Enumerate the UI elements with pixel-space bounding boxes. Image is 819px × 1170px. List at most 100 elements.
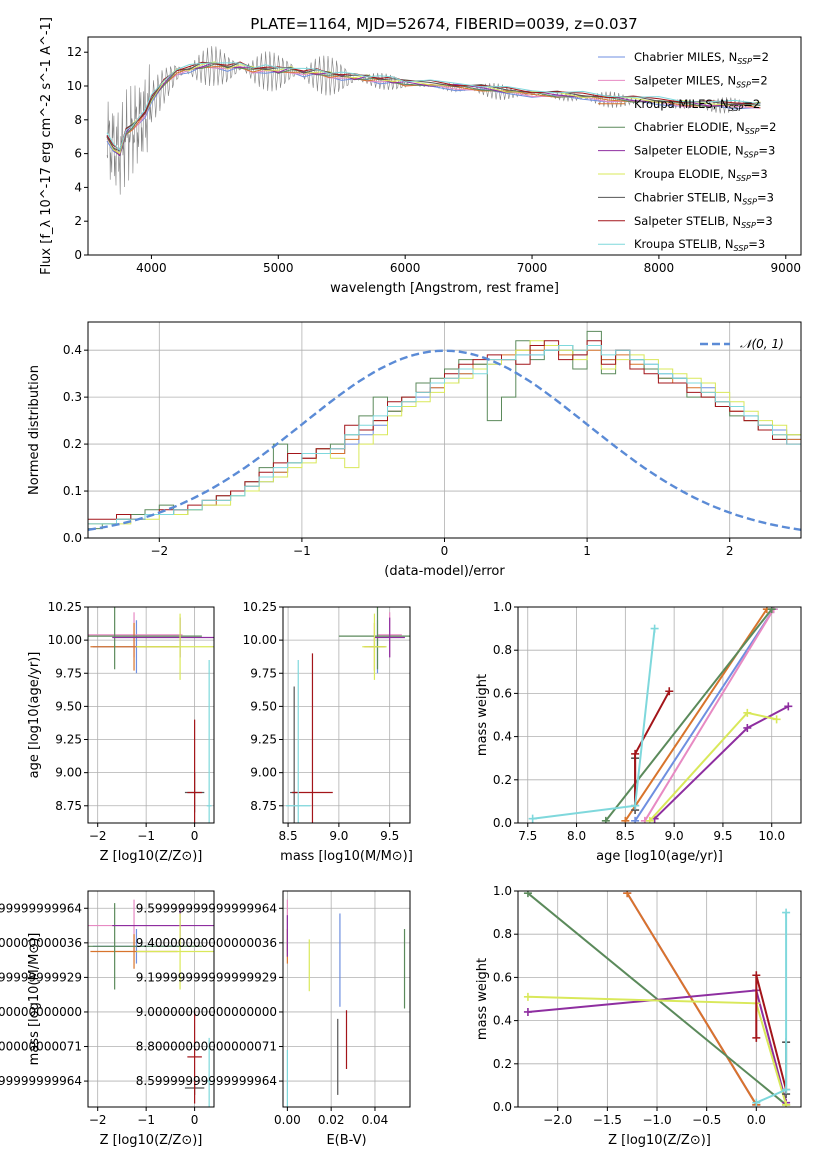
- y-axis-label: Flux [f_λ 10^-17 erg cm^-2 s^-1 A^-1]: [39, 17, 54, 275]
- y-tick-label: 9.75: [55, 666, 82, 680]
- x-tick-label: 8.5: [279, 829, 298, 843]
- legend-label: Salpeter STELIB, NSSP=3: [634, 214, 773, 230]
- y-tick-label: 8.59999999999999964: [136, 1074, 277, 1088]
- mass-weight-marker: [782, 908, 791, 917]
- axes-frame: [87, 606, 215, 824]
- panel-spectrum: 4000 5000 6000 7000 8000 9000 0 2 4 6 8 10 12 wavelen…: [39, 17, 802, 296]
- y-tick-label: 10.00: [243, 633, 277, 647]
- mass-weight-marker: [645, 816, 654, 823]
- y-tick-label: 0.0: [493, 816, 512, 830]
- y-tick-label: 9.75: [250, 666, 277, 680]
- axes-frame: [87, 890, 215, 1108]
- y-tick-label: 0.8: [493, 927, 512, 941]
- y-tick-label: 1.0: [493, 600, 512, 614]
- y-tick-label: 0.0: [493, 1100, 512, 1114]
- x-tick-label: −2: [89, 829, 107, 843]
- histogram-series: [88, 345, 801, 538]
- y-tick-label: 9.25: [250, 733, 277, 747]
- mass-weight-marker: [665, 687, 674, 696]
- y-axis-label: mass weight: [475, 674, 490, 756]
- legend-label: 𝒩(0, 1): [740, 337, 784, 351]
- x-tick-label: 9000: [771, 261, 802, 275]
- panel-massweight-vs-age: 7.5 8.0 8.5 9.0 9.5 10.0 0.0 0.2 0.4 0.6 0.8 1.0 age…: [475, 600, 802, 864]
- mass-weight-marker: [601, 816, 610, 823]
- y-tick-label: 0.0: [63, 531, 82, 545]
- y-tick-label: 8.75: [250, 799, 277, 813]
- y-axis-label: Normed distribution: [27, 365, 42, 495]
- plot-area: [523, 891, 791, 1107]
- mass-weight-marker: [784, 702, 793, 711]
- y-tick-label: 9.59999999999999964: [0, 901, 82, 915]
- legend-label: Kroupa STELIB, NSSP=3: [634, 237, 765, 253]
- legend-label: Kroupa MILES, NSSP=2: [634, 97, 760, 113]
- axes-frame: [282, 890, 411, 1108]
- x-tick-label: 0.04: [362, 1113, 389, 1127]
- mass-weight-marker: [743, 723, 752, 732]
- x-tick-label: 9.0: [665, 829, 684, 843]
- legend-label: Kroupa ELODIE, NSSP=3: [634, 167, 768, 183]
- x-tick-label: −2: [150, 544, 168, 558]
- x-tick-label: 9.0: [329, 829, 348, 843]
- mass-weight-marker: [767, 607, 776, 614]
- x-tick-label: 8000: [644, 261, 675, 275]
- y-tick-label: 9.00000000000000000: [136, 1005, 277, 1019]
- mass-weight-marker: [782, 1100, 791, 1107]
- y-tick-label: 8.59999999999999964: [0, 1074, 82, 1088]
- y-tick-label: 8.75: [55, 799, 82, 813]
- axes-frame: [282, 606, 411, 824]
- x-tick-label: 0.00: [274, 1113, 301, 1127]
- y-tick-label: 8: [74, 113, 82, 127]
- panel-age-vs-mass: 8.5 9.0 9.5 8.75 9.00 9.25 9.50 9.75 10.00 10.25 m…: [243, 600, 413, 864]
- mass-weight-marker: [631, 816, 640, 823]
- x-tick-label: 0: [441, 544, 449, 558]
- x-tick-label: 9.5: [713, 829, 732, 843]
- x-tick-label: −1: [293, 544, 311, 558]
- y-tick-label: 0.4: [493, 1014, 512, 1028]
- x-tick-label: −0.5: [692, 1113, 721, 1127]
- x-tick-label: −2: [89, 1113, 107, 1127]
- plot-area: [528, 607, 793, 823]
- axes-frame: [87, 36, 802, 256]
- mass-weight-marker: [623, 891, 632, 898]
- mass-weight-marker: [650, 624, 659, 633]
- y-tick-label: 9.50: [55, 699, 82, 713]
- legend-label: Salpeter MILES, NSSP=2: [634, 73, 768, 89]
- mass-weight-marker: [752, 971, 761, 980]
- x-tick-label: 8.0: [567, 829, 586, 843]
- histogram-series: [88, 340, 801, 538]
- x-axis-label: age [log10(age/yr)]: [596, 849, 723, 864]
- y-tick-label: 9.40000000000000036: [136, 936, 277, 950]
- y-tick-label: 0.6: [493, 686, 512, 700]
- axes-frame: [517, 606, 802, 824]
- spectrum-data-line: [106, 46, 759, 195]
- mass-weight-line: [634, 608, 775, 822]
- y-tick-label: 0.2: [493, 1057, 512, 1071]
- y-tick-label: 6: [74, 147, 82, 161]
- mass-weight-line: [532, 628, 656, 820]
- legend: 𝒩(0, 1): [700, 337, 784, 351]
- axes-frame: [517, 890, 802, 1108]
- legend-label: Chabrier STELIB, NSSP=3: [634, 190, 774, 206]
- y-tick-label: 0.6: [493, 970, 512, 984]
- y-tick-label: 9.19999999999999929: [0, 970, 82, 984]
- mass-weight-line: [626, 892, 758, 1106]
- figure-title: PLATE=1164, MJD=52674, FIBERID=0039, z=0…: [250, 15, 637, 33]
- x-tick-label: −1: [137, 829, 155, 843]
- mass-weight-marker: [523, 992, 532, 1001]
- panels: 4000 5000 6000 7000 8000 9000024681012wavelen…: [0, 17, 802, 1148]
- x-axis-label: Z [log10(Z/Z⊙)]: [100, 849, 203, 864]
- mass-weight-line: [605, 608, 773, 822]
- x-axis-label: (data-model)/error: [384, 564, 505, 579]
- histogram-series: [88, 345, 801, 538]
- y-tick-label: 0.1: [63, 484, 82, 498]
- plot-area: [88, 330, 801, 538]
- panel-mass-vs-EBV: 0.00 0.02 0.04 8.59999999999999964 8.8000000…: [136, 890, 411, 1148]
- mass-weight-line: [653, 705, 789, 820]
- x-tick-label: −1: [137, 1113, 155, 1127]
- plot-area: [106, 46, 761, 195]
- spectrum-model-line: [106, 61, 761, 155]
- mass-weight-marker: [743, 708, 752, 717]
- y-tick-label: 8.80000000000000071: [0, 1040, 82, 1054]
- y-tick-label: 9.59999999999999964: [136, 901, 277, 915]
